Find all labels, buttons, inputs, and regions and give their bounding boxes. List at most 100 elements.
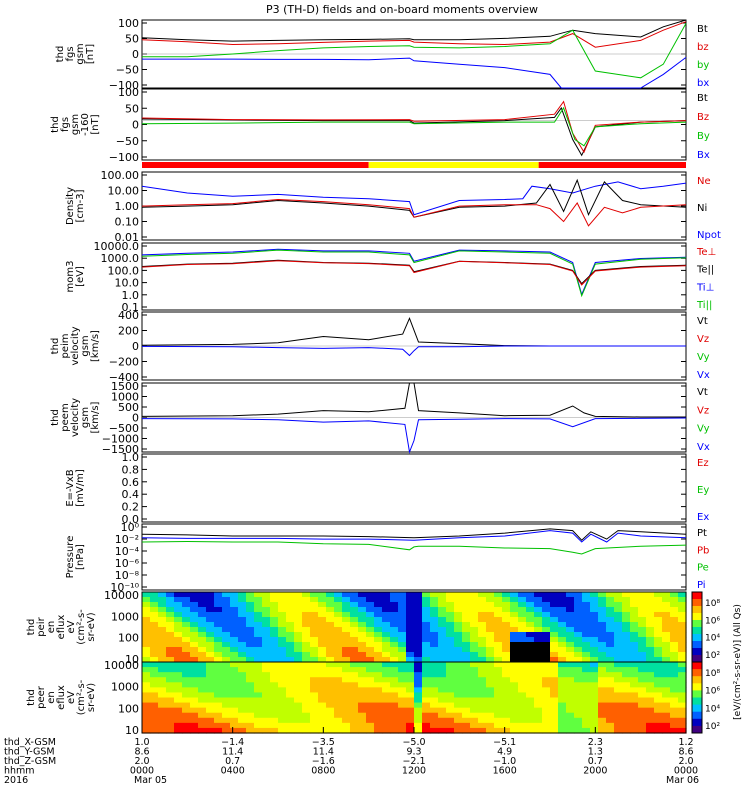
y-axis-label: en	[46, 621, 57, 634]
spectrogram-cell	[366, 722, 375, 729]
spectrogram-cell	[566, 712, 575, 719]
spectrogram-cell	[166, 687, 175, 694]
spectrogram-cell	[214, 722, 223, 729]
spectrogram-cell	[430, 682, 439, 688]
legend-entry: Ne	[697, 176, 711, 187]
spectrogram-cell	[590, 672, 599, 678]
spectrogram-cell	[662, 662, 671, 668]
spectrogram-cell	[438, 647, 447, 653]
spectrogram-cell	[486, 612, 495, 618]
legend-entry: Te⊥	[696, 247, 716, 258]
spectrogram-cell	[318, 712, 327, 719]
spectrogram-cell	[238, 612, 247, 618]
spectrogram-cell	[190, 662, 199, 668]
spectrogram-cell	[558, 712, 567, 719]
spectrogram-cell	[294, 652, 303, 658]
spectrogram-cell	[510, 627, 519, 633]
spectrogram-cell	[150, 727, 159, 734]
x-axis-value: −1.0	[493, 756, 516, 767]
spectrogram-cell	[622, 602, 631, 608]
spectrogram-cell	[158, 612, 167, 618]
spectrogram-cell	[678, 682, 687, 688]
spectrogram-cell	[366, 637, 375, 643]
spectrogram-cell	[318, 602, 327, 608]
spectrogram-cell	[486, 727, 495, 734]
spectrogram-cell	[502, 607, 511, 613]
spectrogram-cell	[606, 607, 615, 613]
spectrogram-cell	[390, 637, 399, 643]
spectrogram-cell	[670, 632, 679, 638]
spectrogram-cell	[350, 612, 359, 618]
spectrogram-cell	[462, 637, 471, 643]
spectrogram-cell	[174, 612, 183, 618]
spectrogram-cell	[158, 632, 167, 638]
spectrogram-cell	[334, 662, 343, 668]
spectrogram-cell	[558, 637, 567, 643]
y-axis-label: [nT]	[85, 44, 96, 64]
spectrogram-cell	[678, 602, 687, 608]
spectrogram-cell	[174, 622, 183, 628]
spectrogram-cell	[606, 717, 615, 724]
spectrogram-cell	[414, 682, 423, 688]
spectrogram-cell	[630, 607, 639, 613]
spectrogram-cell	[502, 717, 511, 724]
spectrogram-cell	[398, 717, 407, 724]
spectrogram-cell	[230, 707, 239, 714]
spectrogram-cell	[270, 647, 279, 653]
spectrogram-cell	[390, 632, 399, 638]
spectrogram-cell	[158, 617, 167, 623]
x-axis-value: 8.6	[134, 747, 149, 758]
spectrogram-cell	[614, 627, 623, 633]
spectrogram-cell	[142, 702, 151, 709]
spectrogram-cell	[310, 632, 319, 638]
spectrogram-cell	[342, 712, 351, 719]
spectrogram-cell	[206, 642, 215, 648]
spectrogram-cell	[278, 692, 287, 699]
spectrogram-cell	[478, 692, 487, 699]
spectrogram-cell	[462, 707, 471, 714]
spectrogram-cell	[510, 672, 519, 678]
spectrogram-cell	[670, 642, 679, 648]
spectrogram-cell	[494, 672, 503, 678]
spectrogram-cell	[366, 632, 375, 638]
spectrogram-cell	[598, 712, 607, 719]
spectrogram-cell	[190, 672, 199, 678]
spectrogram-cell	[342, 677, 351, 683]
spectrogram-cell	[558, 642, 567, 648]
spectrogram-cell	[446, 672, 455, 678]
spectrogram-cell	[646, 717, 655, 724]
spectrogram-cell	[526, 607, 535, 613]
spectrogram-cell	[574, 662, 583, 668]
spectrogram-cell	[678, 627, 687, 633]
spectrogram-cell	[454, 657, 463, 663]
spectrogram-cell	[302, 602, 311, 608]
spectrogram-cell	[598, 627, 607, 633]
spectrogram-cell	[438, 682, 447, 688]
spectrogram-cell	[614, 677, 623, 683]
spectrogram-cell	[382, 692, 391, 699]
spectrogram-cell	[342, 657, 351, 663]
spectrogram-cell	[150, 612, 159, 618]
legend-entry: Bx	[697, 150, 710, 161]
spectrogram-cell	[566, 702, 575, 709]
colorbar-tick-label: 10⁸	[705, 599, 720, 609]
spectrogram-cell	[486, 717, 495, 724]
spectrogram-cell	[478, 652, 487, 658]
spectrogram-cell	[358, 627, 367, 633]
spectrogram-cell	[310, 667, 319, 673]
x-axis-value: 0000	[674, 766, 698, 777]
y-tick-label: 100	[118, 17, 139, 30]
spectrogram-cell	[454, 712, 463, 719]
spectrogram-cell	[542, 607, 551, 613]
spectrogram-cell	[446, 662, 455, 668]
spectrogram-cell	[486, 647, 495, 653]
spectrogram-cell	[606, 667, 615, 673]
spectrogram-cell	[582, 662, 591, 668]
spectrogram-cell	[366, 702, 375, 709]
spectrogram-cell	[414, 662, 423, 668]
spectrogram-cell	[230, 617, 239, 623]
spectrogram-cell	[414, 697, 423, 704]
spectrogram-cell	[534, 697, 543, 704]
